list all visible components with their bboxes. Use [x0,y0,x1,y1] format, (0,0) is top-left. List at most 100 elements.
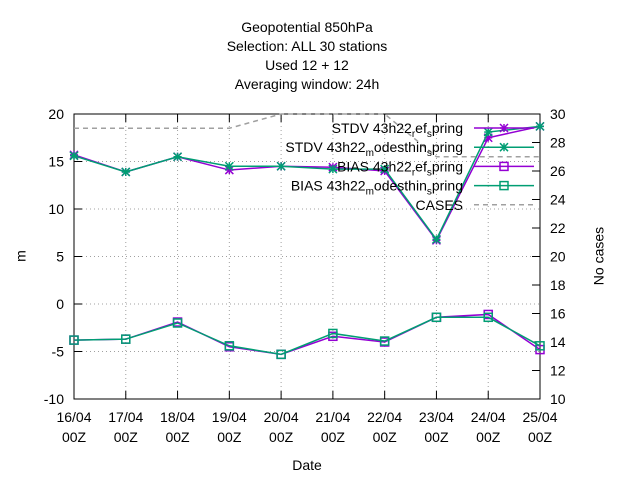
legend-text: STDV 43h22 [332,120,412,136]
x-tick-label-hour: 00Z [528,429,553,445]
chart-title-line: Used 12 + 12 [265,57,349,73]
series-layer [69,113,545,360]
y2-tick-label: 10 [550,391,566,407]
legend-text: pring [432,139,463,155]
y-tick-label: -5 [52,344,65,360]
data-point [328,328,338,339]
marker-stroke [499,142,509,152]
axis-ticks: -10 -5 0 5 10 15 20 10 12 14 16 18 20 22 24 26 28 30 16/04… [44,106,566,445]
x-tick-label-date: 21/04 [315,409,350,425]
marker-stroke [224,161,234,171]
legend-entry: STDV 43h22refspring [332,120,534,140]
data-point [328,164,338,174]
x-tick-label-date: 18/04 [160,409,195,425]
legend-text: ef [415,120,427,136]
data-point [172,318,183,328]
legend-sample-marker [499,161,509,172]
y2-tick-label: 30 [550,106,566,122]
series-line [74,113,540,158]
x-tick-label-hour: 00Z [269,429,294,445]
legend-text: pring [432,120,463,136]
chart-title-line: Selection: ALL 30 stations [227,38,388,54]
data-point [379,336,390,346]
legend-text: pring [432,178,463,194]
legend-text: ef [415,158,427,174]
legend-subscript: s [427,148,432,159]
x-tick-label-hour: 00Z [114,429,139,445]
marker-stroke [173,152,183,162]
legend-entry: CASES [416,197,534,213]
data-point [121,334,131,344]
series-5 [74,113,540,158]
marker-stroke [499,123,509,133]
legend-entry: BIAS 43h22refspring [337,158,534,178]
legend-text: BIAS 43h22 [291,178,366,194]
x-tick-label-hour: 00Z [424,429,449,445]
y2-tick-label: 12 [550,363,566,379]
legend-text: odesthin [374,139,427,155]
x-tick-label-hour: 00Z [373,429,398,445]
legend-label: BIAS 43h22modesthinspring [291,178,463,198]
y2-tick-label: 16 [550,306,566,322]
legend-entry: STDV 43h22modesthinspring [285,139,534,159]
legend-sample-marker [499,123,509,133]
data-point [224,341,235,351]
x-tick-label-hour: 00Z [62,429,87,445]
y-tick-label: 5 [56,249,64,265]
series-line [73,316,541,356]
data-point [224,161,234,171]
data-point [431,312,442,323]
marker-stroke [328,164,338,174]
y-axis-label: m [13,250,29,262]
legend-subscript: r [412,129,416,140]
data-point [69,335,79,345]
data-point [121,167,131,177]
series-4 [69,312,545,360]
data-point [173,152,183,162]
marker-stroke [535,121,545,131]
marker-stroke [380,164,390,174]
x-tick-label-date: 19/04 [212,409,247,425]
marker-stroke [121,167,131,177]
x-tick-label-date: 24/04 [471,409,506,425]
legend-entry: BIAS 43h22modesthinspring [291,178,534,198]
series-2 [69,121,545,244]
y2-tick-label: 20 [550,249,566,265]
y2-tick-label: 18 [550,277,566,293]
data-point [535,121,545,131]
x-axis-label: Date [292,457,322,473]
y2-tick-label: 22 [550,220,566,236]
marker-stroke [276,161,286,171]
legend-label: STDV 43h22refspring [332,120,463,140]
x-tick-label-hour: 00Z [321,429,346,445]
legend-text: BIAS 43h22 [337,158,412,174]
legend-subscript: s [427,187,432,198]
legend-label: CASES [416,197,463,213]
legend-text: CASES [416,197,463,213]
chart-title: Geopotential 850hPa Selection: ALL 30 sta… [227,19,388,92]
data-point [483,312,493,323]
chart-title-line: Averaging window: 24h [235,76,380,92]
y-tick-label: 10 [48,201,64,217]
grid [74,114,540,399]
data-point [276,161,286,171]
x-tick-label-date: 20/04 [264,409,299,425]
legend-text: pring [432,158,463,174]
legend-label: BIAS 43h22refspring [337,158,463,178]
data-point [431,234,441,244]
legend-subscript: r [412,167,416,178]
x-tick-label-hour: 00Z [165,429,190,445]
series-line [73,125,541,241]
data-point [276,349,286,360]
legend-sample-marker [499,180,509,191]
x-tick-label-hour: 00Z [217,429,242,445]
chart-title-line: Geopotential 850hPa [241,19,373,35]
y-tick-label: 20 [48,106,64,122]
y2-tick-label: 26 [550,163,566,179]
y2-tick-label: 24 [550,192,566,208]
y2-axis-label: No cases [591,227,607,285]
x-tick-label-date: 22/04 [367,409,402,425]
marker-stroke [483,127,493,137]
legend-text: STDV 43h22 [285,139,365,155]
